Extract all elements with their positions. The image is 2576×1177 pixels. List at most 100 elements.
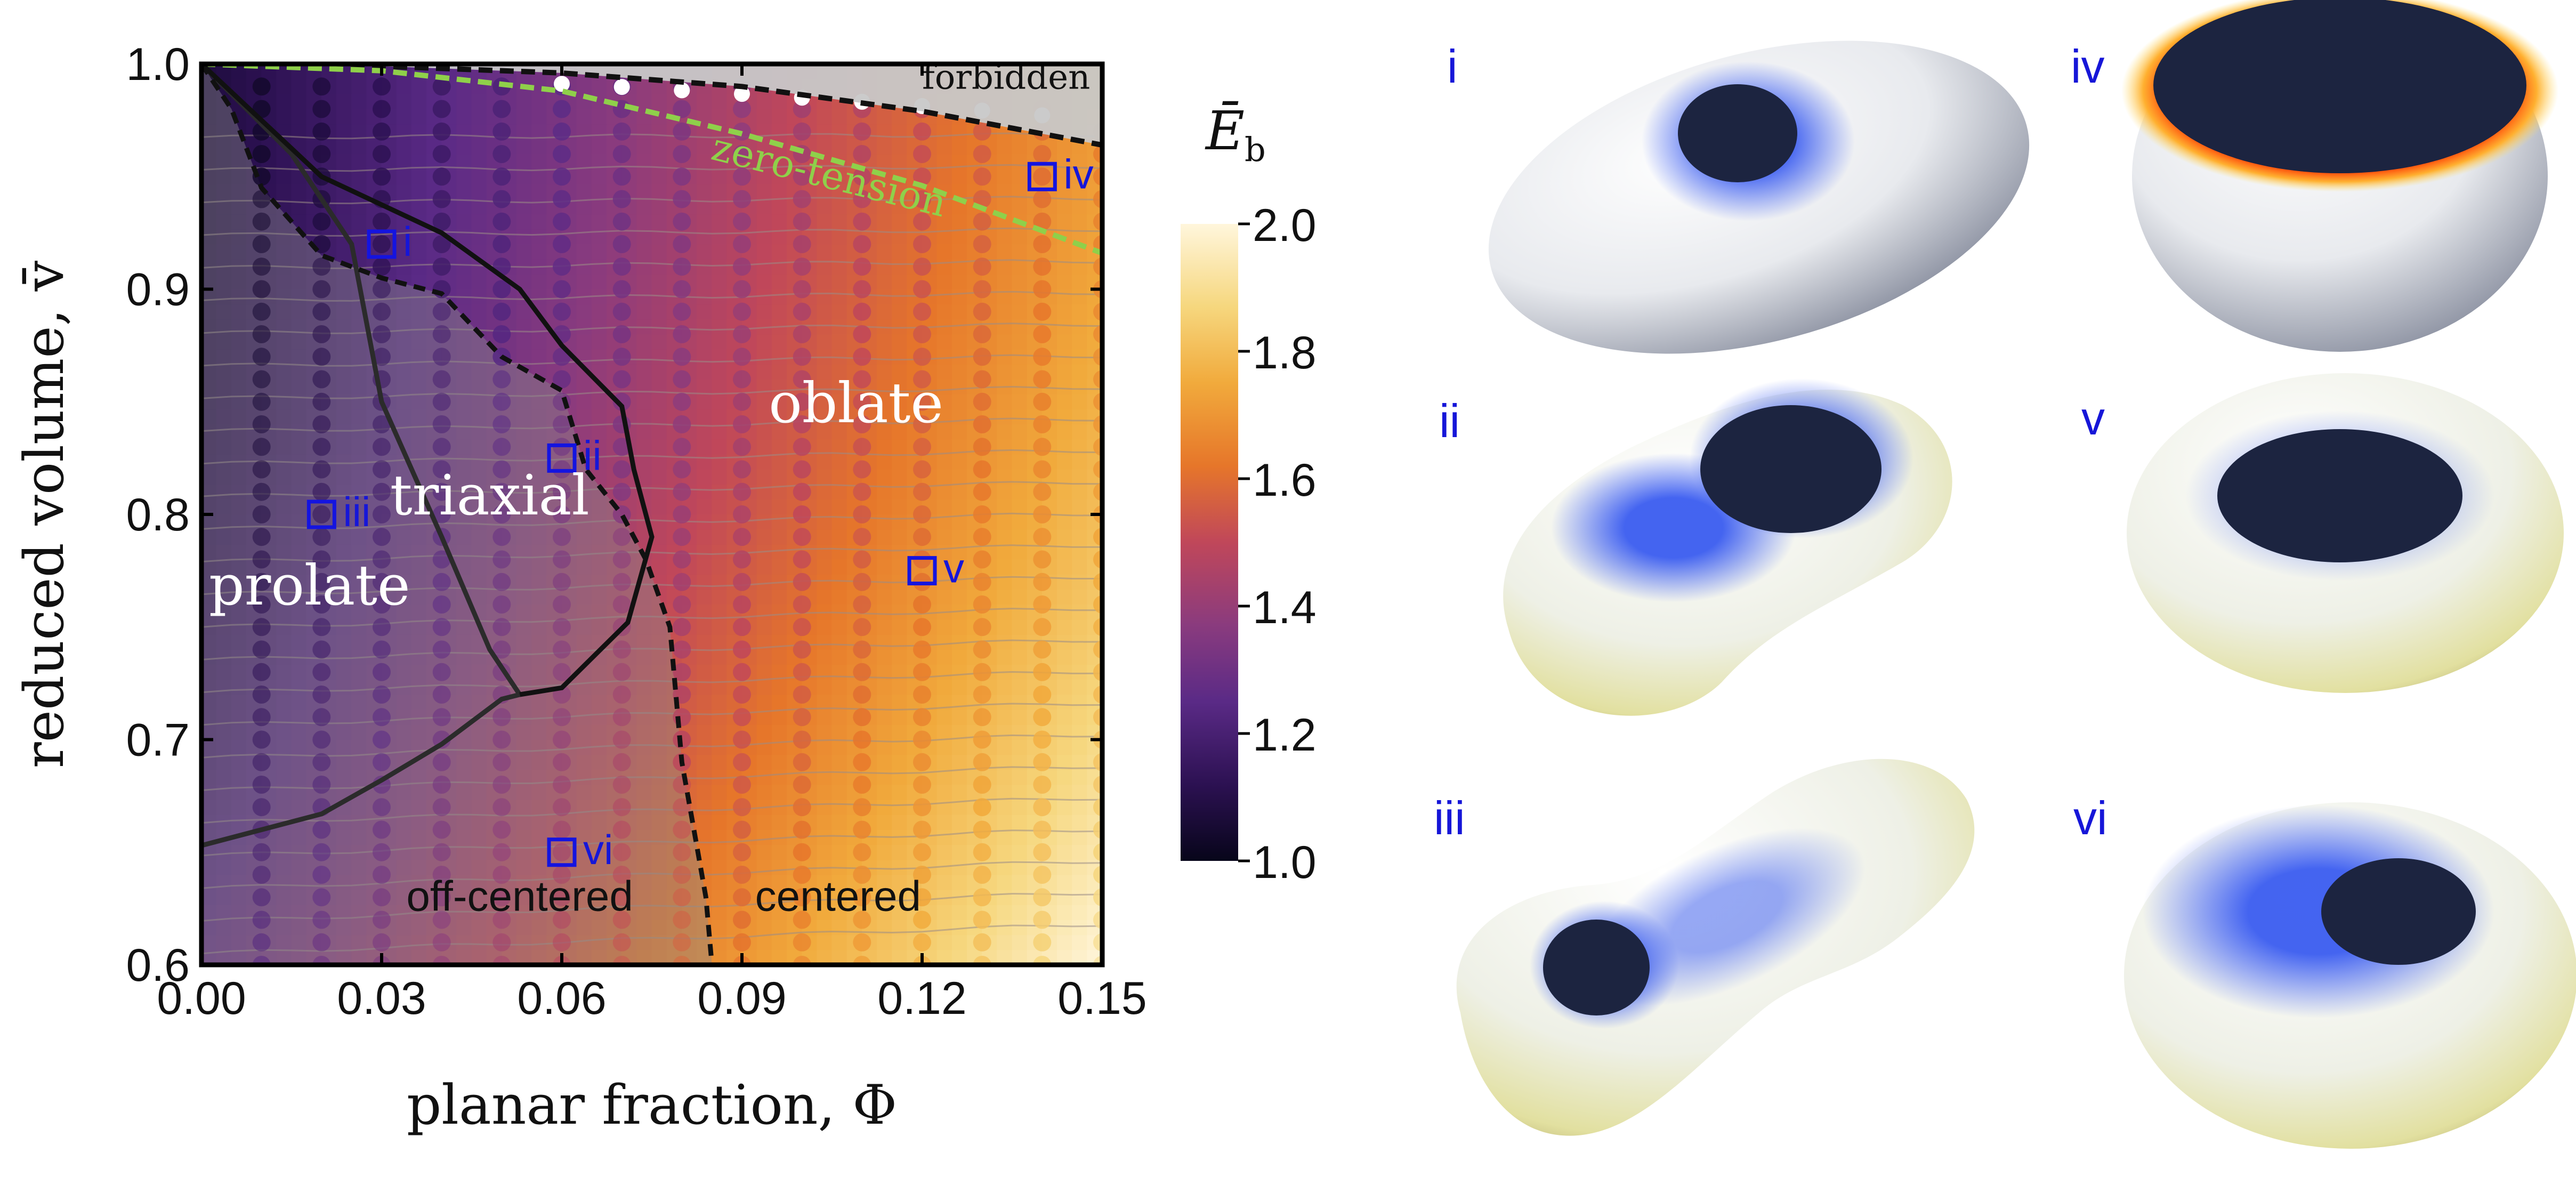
simulation-point: [853, 843, 871, 861]
heatmap-cell: [471, 799, 487, 815]
heatmap-cell: [877, 724, 893, 740]
heatmap-cell: [351, 394, 367, 410]
heatmap-cell: [697, 814, 713, 830]
simulation-point: [373, 505, 391, 523]
heatmap-cell: [712, 183, 728, 199]
heatmap-cell: [951, 364, 967, 380]
simulation-point: [733, 415, 751, 433]
heatmap-cell: [396, 409, 412, 425]
heatmap-cell: [516, 949, 532, 965]
heatmap-cell: [951, 168, 967, 184]
heatmap-cell: [201, 109, 217, 125]
heatmap-cell: [1072, 499, 1088, 515]
heatmap-cell: [1012, 168, 1028, 184]
simulation-point: [673, 415, 691, 433]
heatmap-cell: [1057, 619, 1073, 635]
heatmap-cell: [712, 484, 728, 500]
heatmap-cell: [471, 949, 487, 965]
heatmap-cell: [216, 304, 232, 320]
heatmap-cell: [531, 634, 547, 650]
heatmap-cell: [516, 739, 532, 755]
simulation-point: [793, 122, 811, 141]
heatmap-cell: [591, 244, 607, 260]
simulation-point: [793, 235, 811, 253]
simulation-point: [673, 640, 691, 659]
heatmap-cell: [892, 694, 908, 710]
heatmap-cell: [291, 694, 307, 710]
heatmap-cell: [936, 739, 952, 755]
heatmap-cell: [1057, 709, 1073, 725]
heatmap-cell: [771, 273, 787, 289]
heatmap-cell: [591, 168, 607, 184]
simulation-point: [973, 640, 991, 659]
heatmap-cell: [936, 619, 952, 635]
heatmap-cell: [411, 920, 427, 936]
heatmap-cell: [471, 739, 487, 755]
heatmap-cell: [756, 739, 772, 755]
heatmap-cell: [712, 93, 728, 109]
heatmap-cell: [576, 694, 592, 710]
heatmap-cell: [591, 349, 607, 365]
heatmap-cell: [877, 454, 893, 470]
simulation-point: [553, 618, 571, 636]
simulation-point: [853, 820, 871, 839]
simulation-point: [312, 640, 331, 659]
heatmap-cell: [951, 319, 967, 335]
simulation-point: [733, 730, 751, 749]
heatmap-cell: [291, 529, 307, 545]
heatmap-cell: [771, 199, 787, 215]
shape-label-iv: iv: [2071, 40, 2105, 93]
heatmap-cell: [396, 634, 412, 650]
heatmap-cell: [471, 784, 487, 800]
heatmap-cell: [396, 904, 412, 920]
simulation-point: [973, 910, 991, 929]
heatmap-cell: [1012, 694, 1028, 710]
heatmap-cell: [1057, 739, 1073, 755]
simulation-point: [853, 753, 871, 771]
heatmap-cell: [231, 634, 247, 650]
simulation-point: [612, 595, 631, 614]
heatmap-cell: [231, 889, 247, 905]
heatmap-cell: [276, 920, 292, 936]
shape-ii-patch: [1700, 405, 1881, 533]
heatmap-cell: [291, 93, 307, 109]
heatmap-cell: [456, 754, 472, 770]
heatmap-cell: [697, 544, 713, 560]
heatmap-cell: [456, 199, 472, 215]
heatmap-cell: [636, 439, 652, 455]
heatmap-cell: [771, 214, 787, 230]
heatmap-cell: [336, 334, 352, 350]
simulation-point: [733, 798, 751, 817]
simulation-point: [913, 798, 931, 817]
heatmap-cell: [456, 544, 472, 560]
simulation-point: [252, 708, 271, 727]
heatmap-cell: [396, 168, 412, 184]
heatmap-cell: [456, 619, 472, 635]
heatmap-cell: [231, 920, 247, 936]
heatmap-cell: [531, 154, 547, 170]
heatmap-cell: [351, 604, 367, 620]
heatmap-cell: [877, 139, 893, 155]
heatmap-cell: [817, 109, 833, 125]
simulation-point: [612, 212, 631, 231]
shape-label-v: v: [2081, 392, 2105, 445]
simulation-point: [853, 730, 871, 749]
heatmap-cell: [336, 679, 352, 695]
heatmap-cell: [636, 93, 652, 109]
heatmap-cell: [771, 544, 787, 560]
heatmap-cell: [697, 319, 713, 335]
heatmap-cell: [892, 319, 908, 335]
heatmap-cell: [411, 454, 427, 470]
simulation-point: [492, 122, 511, 141]
colorbar: 1.01.21.41.61.82.0 Ēb: [1181, 100, 1317, 888]
simulation-point: [252, 145, 271, 163]
heatmap-cell: [1057, 499, 1073, 515]
heatmap-cell: [997, 739, 1013, 755]
heatmap-cell: [756, 844, 772, 860]
heatmap-cell: [336, 109, 352, 125]
heatmap-cell: [396, 559, 412, 575]
heatmap-cell: [276, 874, 292, 890]
heatmap-cell: [216, 334, 232, 350]
heatmap-cell: [697, 229, 713, 245]
heatmap-cell: [411, 859, 427, 875]
